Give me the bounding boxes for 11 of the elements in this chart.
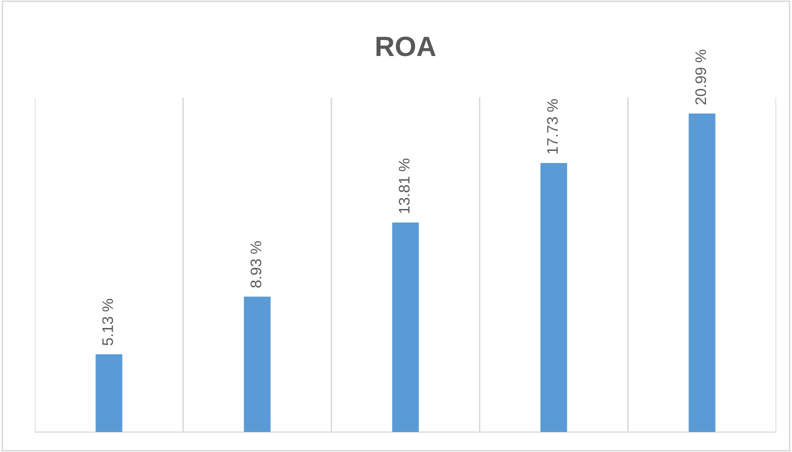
data-label: 5.13 %	[102, 298, 114, 346]
bar	[96, 354, 122, 432]
chart-title: ROA	[376, 36, 436, 56]
data-label: 8.93 %	[250, 241, 262, 288]
data-label: 20.99 %	[695, 50, 706, 104]
data-label: 17.73 %	[547, 99, 558, 154]
bar	[392, 222, 419, 432]
bar	[244, 296, 271, 432]
data-label: 13.81 %	[398, 158, 410, 214]
bar	[688, 114, 716, 432]
bar	[540, 163, 568, 432]
